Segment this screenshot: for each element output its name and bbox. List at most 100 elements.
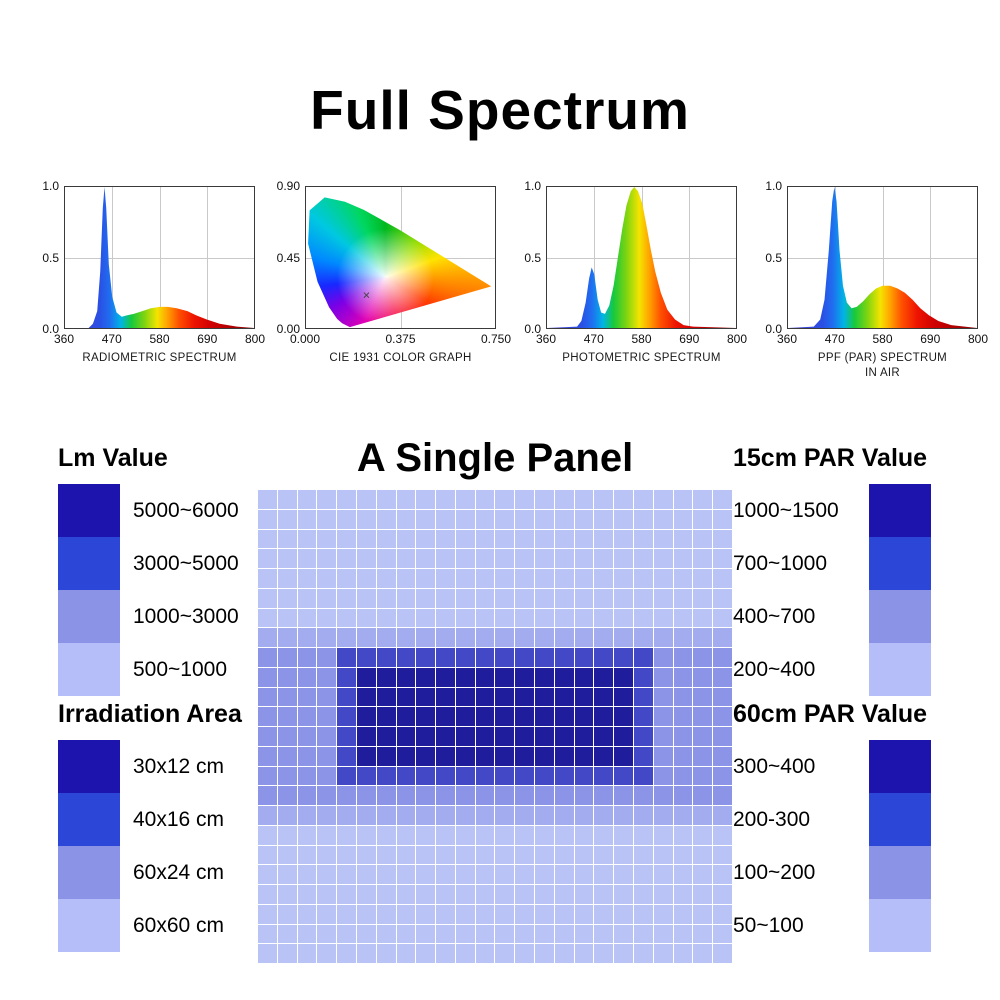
heatmap-cell	[337, 687, 356, 707]
legend-title: Lm Value	[58, 444, 168, 472]
heatmap-cell	[515, 825, 535, 845]
heatmap-cell	[614, 509, 634, 529]
legend-item: 100~200	[733, 846, 931, 899]
chart-main: 1.0 0.5 0.0	[510, 180, 737, 335]
heatmap-cell	[416, 490, 436, 509]
heatmap-cell	[673, 845, 693, 865]
heatmap-cell	[416, 667, 436, 687]
heatmap-cell	[317, 687, 337, 707]
heatmap-cell	[297, 707, 317, 726]
legend-rows: 5000~6000 3000~5000 1000~3000 500~1000	[58, 484, 239, 696]
heatmap-cell	[594, 727, 614, 746]
heatmap-cell	[258, 667, 277, 687]
heatmap-cell	[396, 628, 416, 647]
heatmap-cell	[416, 845, 436, 865]
y-tick-label: 0.5	[524, 250, 541, 265]
legend-item: 300~400	[733, 740, 931, 793]
heatmap-cell	[594, 865, 614, 884]
heatmap-cell	[475, 667, 495, 687]
heatmap-cell	[436, 549, 455, 568]
x-axis: 0.000 0.375 0.750	[290, 329, 511, 347]
charts-row: 1.0 0.5 0.0 360 470 580 690 800 RADIOMETRIC SP…	[28, 180, 988, 381]
heatmap-cell	[634, 786, 653, 805]
heatmap-cell	[673, 490, 693, 509]
heatmap-cell	[376, 825, 396, 845]
legend-item: 50~100	[733, 899, 931, 952]
heatmap-cell	[653, 667, 673, 687]
heatmap-cell	[317, 509, 337, 529]
heatmap-cell	[455, 569, 475, 588]
heatmap-cell	[455, 924, 475, 944]
x-tick-label: 580	[631, 332, 652, 346]
heatmap-cell	[475, 944, 495, 963]
heatmap-cell	[515, 529, 535, 549]
heatmap-cell	[554, 865, 574, 884]
heatmap-cell	[277, 944, 297, 963]
y-tick-label: 1.0	[765, 179, 782, 193]
heatmap-cell	[356, 727, 376, 746]
heatmap-cell	[416, 707, 436, 726]
heatmap-cell	[594, 687, 614, 707]
heatmap-cell	[614, 648, 634, 667]
heatmap-cell	[574, 549, 594, 568]
heatmap-cell	[515, 549, 535, 568]
legend-swatch	[58, 793, 120, 846]
heatmap-cell	[317, 806, 337, 825]
heatmap-cell	[356, 490, 376, 509]
heatmap-cell	[614, 490, 634, 509]
x-tick-label: 690	[197, 332, 218, 346]
heatmap-cell	[258, 865, 277, 884]
x-axis: 360 470 580 690 800	[777, 329, 988, 347]
heatmap-cell	[594, 509, 614, 529]
heatmap-cell	[436, 766, 455, 786]
heatmap-cell	[376, 608, 396, 628]
heatmap-cell	[554, 549, 574, 568]
heatmap-cell	[416, 825, 436, 845]
heatmap-cell	[436, 746, 455, 766]
heatmap-cell	[535, 588, 554, 608]
heatmap-cell	[673, 766, 693, 786]
heatmap-cell	[277, 588, 297, 608]
heatmap-cell	[713, 588, 732, 608]
heatmap-cell	[554, 727, 574, 746]
legend-60cm-par-value: 60cm PAR Value 300~400 200-300 100~200 50~1…	[733, 700, 931, 952]
heatmap-cell	[356, 648, 376, 667]
heatmap-cell	[554, 588, 574, 608]
heatmap-cell	[693, 825, 713, 845]
heatmap-cell	[277, 845, 297, 865]
heatmap-cell	[376, 648, 396, 667]
heatmap-cell	[297, 746, 317, 766]
heatmap-cell	[614, 746, 634, 766]
y-axis: 0.90 0.45 0.00	[269, 180, 305, 335]
heatmap-cell	[277, 746, 297, 766]
legend-label: 30x12 cm	[133, 754, 225, 778]
heatmap-cell	[515, 885, 535, 904]
heatmap-cell	[396, 648, 416, 667]
heatmap-cell	[475, 766, 495, 786]
heatmap-cell	[317, 825, 337, 845]
legend-label: 100~200	[733, 860, 816, 884]
chart-photometric-spectrum: 1.0 0.5 0.0 360 470 580 690 800 PHOTOMETRIC SP…	[510, 180, 747, 381]
heatmap-cell	[356, 904, 376, 924]
heatmap-cell	[396, 608, 416, 628]
heatmap-cell	[653, 944, 673, 963]
heatmap-cell	[515, 806, 535, 825]
heatmap-cell	[297, 727, 317, 746]
heatmap-cell	[475, 509, 495, 529]
heatmap-cell	[297, 806, 317, 825]
heatmap-cell	[277, 727, 297, 746]
heatmap-cell	[356, 924, 376, 944]
legend-item: 3000~5000	[58, 537, 239, 590]
heatmap-cell	[317, 588, 337, 608]
heatmap-cell	[535, 924, 554, 944]
heatmap-cell	[653, 727, 673, 746]
heatmap-cell	[653, 608, 673, 628]
heatmap-cell	[535, 667, 554, 687]
heatmap-cell	[594, 786, 614, 805]
heatmap-cell	[297, 569, 317, 588]
irradiance-heatmap	[258, 490, 732, 963]
heatmap-cell	[297, 687, 317, 707]
heatmap-cell	[713, 924, 732, 944]
legend-title: Irradiation Area	[58, 700, 242, 728]
heatmap-cell	[634, 924, 653, 944]
